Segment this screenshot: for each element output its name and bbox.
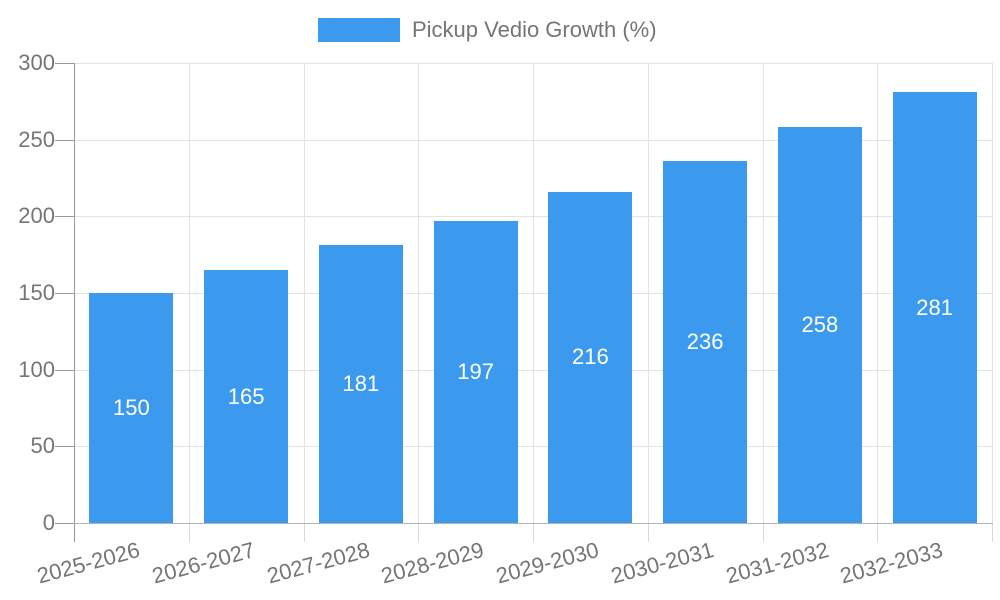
y-axis-tick [55, 63, 74, 64]
x-axis-label: 2031-2032 [722, 537, 832, 589]
x-axis-tick [762, 523, 764, 542]
x-gridline [418, 63, 420, 523]
x-gridline [877, 63, 879, 523]
bar-value-label: 216 [572, 344, 609, 370]
x-gridline [533, 63, 534, 523]
legend-label: Pickup Vedio Growth (%) [412, 17, 657, 42]
x-axis-label: 2025-2026 [34, 537, 143, 589]
x-axis-label: 2026-2027 [149, 537, 258, 589]
x-axis-label: 2032-2033 [837, 537, 946, 589]
x-axis-label: 2028-2029 [378, 537, 487, 589]
bar-value-label: 258 [801, 312, 839, 338]
bar[interactable]: 165 [204, 270, 289, 523]
y-axis-tick [55, 293, 74, 294]
x-axis-tick [647, 523, 649, 542]
y-axis-label: 100 [18, 356, 55, 382]
legend-item[interactable]: Pickup Vedio Growth (%) [318, 17, 657, 43]
x-gridline [992, 63, 993, 523]
y-axis-tick [55, 139, 74, 141]
y-axis-tick [55, 446, 74, 448]
x-axis-tick [303, 523, 305, 542]
x-axis-label: 2030-2031 [608, 537, 717, 589]
y-axis-tick [55, 369, 74, 371]
x-axis-tick [877, 523, 879, 542]
bar[interactable]: 216 [548, 191, 633, 523]
x-axis-label: 2029-2030 [493, 537, 602, 589]
x-axis-line [74, 523, 993, 524]
y-axis-label: 150 [18, 280, 55, 305]
y-axis-tick [55, 523, 74, 524]
y-axis-label: 50 [30, 433, 55, 459]
bar-value-label: 197 [457, 358, 494, 384]
x-axis-tick [992, 523, 993, 542]
bar[interactable]: 281 [892, 92, 977, 523]
bar[interactable]: 181 [318, 245, 403, 523]
x-axis-tick [418, 523, 420, 542]
bar-value-label: 281 [916, 294, 953, 320]
bar[interactable]: 258 [777, 127, 862, 523]
x-gridline [303, 63, 305, 523]
y-axis-label: 200 [18, 203, 55, 229]
bar[interactable]: 197 [433, 220, 518, 523]
bar-value-label: 236 [686, 329, 724, 355]
y-axis-label: 300 [18, 50, 55, 75]
legend-swatch [318, 18, 400, 42]
y-axis-label: 250 [18, 126, 55, 152]
x-axis-label: 2027-2028 [263, 537, 373, 589]
y-axis-label: 0 [42, 510, 55, 535]
x-gridline [762, 63, 764, 523]
bar-value-label: 150 [113, 395, 150, 420]
x-axis-tick [188, 523, 190, 542]
bar-value-label: 165 [227, 383, 265, 409]
y-axis-tick [55, 216, 74, 218]
y-axis-line [74, 63, 75, 542]
bar-value-label: 181 [342, 371, 380, 397]
x-axis-tick [533, 523, 534, 542]
bar[interactable]: 150 [89, 293, 174, 523]
x-gridline [647, 63, 649, 523]
x-gridline [188, 63, 190, 523]
bar[interactable]: 236 [663, 161, 748, 523]
